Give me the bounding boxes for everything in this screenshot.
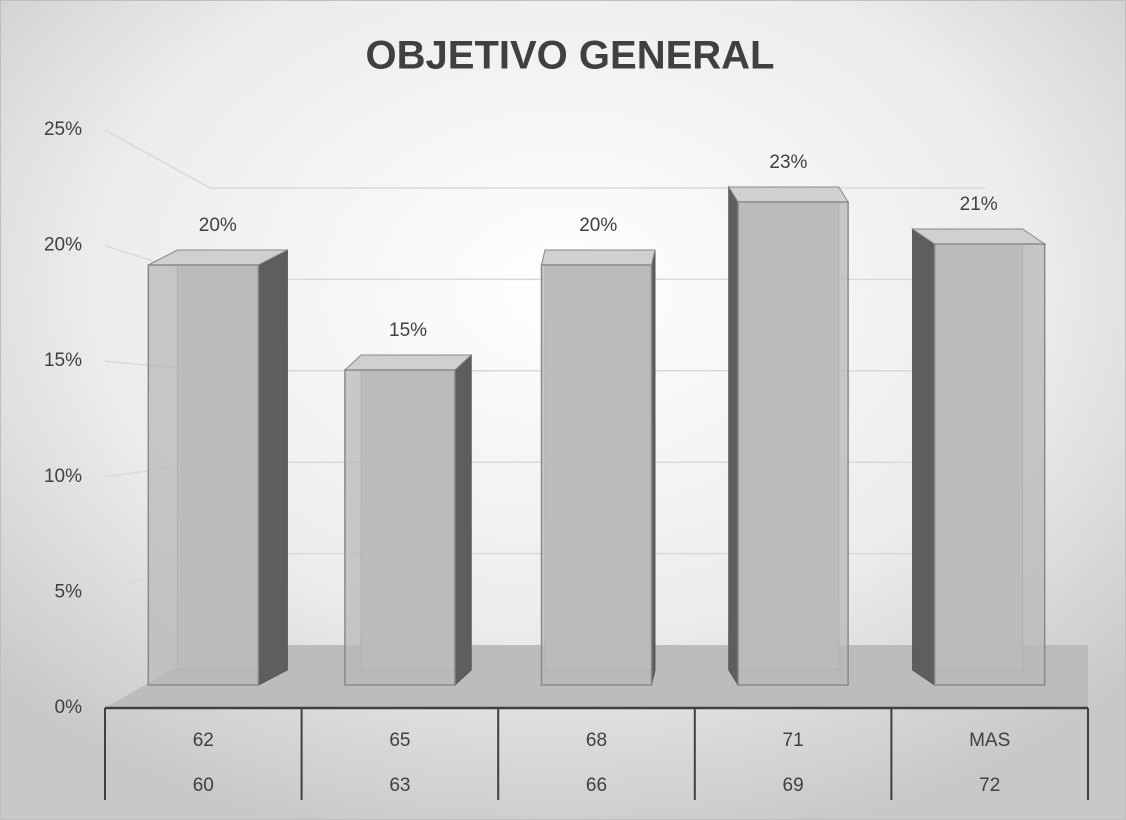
bar-side bbox=[912, 228, 936, 686]
y-tick-label: 25% bbox=[44, 119, 82, 140]
bar bbox=[540, 249, 656, 686]
x-tick-label: 65 bbox=[389, 730, 410, 751]
bar-top bbox=[343, 354, 473, 371]
value-label: 23% bbox=[769, 152, 807, 173]
bar bbox=[727, 185, 849, 687]
bar-side bbox=[728, 185, 739, 687]
y-tick-label: 5% bbox=[55, 581, 83, 602]
bar-front bbox=[147, 264, 260, 686]
value-label: 20% bbox=[199, 215, 237, 236]
bar bbox=[343, 353, 473, 687]
bar-top bbox=[540, 249, 656, 266]
x-tick-label-lower: 72 bbox=[979, 775, 1000, 796]
bar-front bbox=[540, 264, 653, 686]
x-tick-label: 62 bbox=[193, 730, 214, 751]
bar bbox=[910, 228, 1047, 686]
y-tick-label: 20% bbox=[44, 235, 82, 256]
x-tick-label-lower: 60 bbox=[193, 775, 214, 796]
grid-line bbox=[104, 129, 211, 189]
bar-side bbox=[454, 353, 472, 687]
bar-front bbox=[933, 243, 1046, 686]
x-tick-label-lower: 69 bbox=[783, 775, 804, 796]
chart-title: OBJETIVO GENERAL bbox=[366, 34, 775, 78]
bar-front bbox=[344, 369, 456, 686]
value-label: 15% bbox=[389, 320, 427, 341]
bar-side bbox=[257, 249, 288, 686]
y-tick-label: 10% bbox=[44, 466, 82, 487]
value-label: 20% bbox=[579, 215, 617, 236]
bar-top bbox=[910, 228, 1047, 245]
y-tick-label: 0% bbox=[55, 697, 83, 718]
x-tick-label: 68 bbox=[586, 730, 607, 751]
value-label: 21% bbox=[960, 194, 998, 215]
x-tick-label: MAS bbox=[969, 730, 1010, 751]
x-tick-label: 71 bbox=[783, 730, 804, 751]
bar bbox=[147, 249, 288, 686]
x-tick-label-lower: 66 bbox=[586, 775, 607, 796]
x-tick-label-lower: 63 bbox=[389, 775, 410, 796]
y-tick-label: 15% bbox=[44, 350, 82, 371]
bar-top bbox=[727, 186, 849, 203]
bar-front bbox=[737, 201, 849, 686]
